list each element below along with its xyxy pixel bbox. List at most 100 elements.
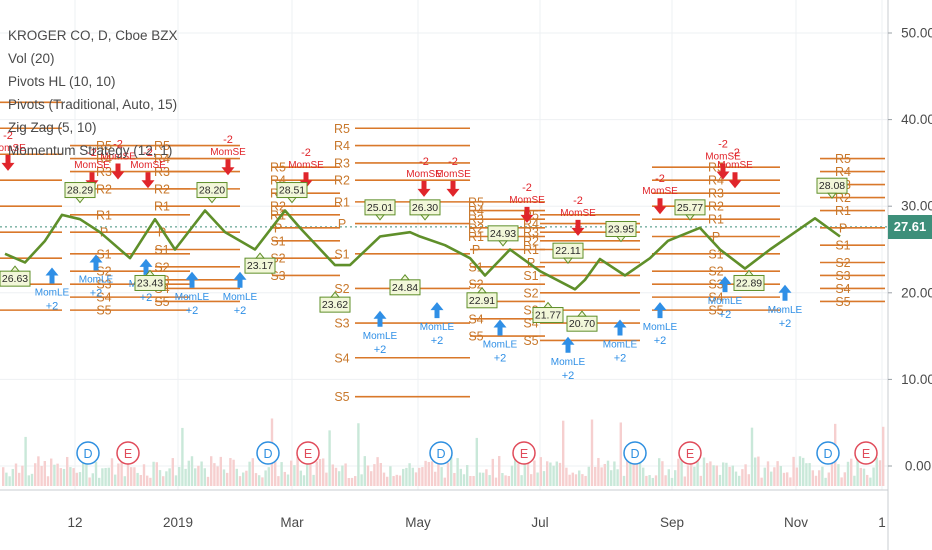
pivot-label: S1 (835, 239, 850, 253)
volume-bar (741, 469, 744, 486)
volume-bar (216, 466, 219, 486)
volume-bar (498, 456, 501, 486)
volume-bar (14, 463, 18, 486)
volume-bar (811, 470, 814, 486)
volume-bar (674, 470, 677, 486)
hl-pivot-pointer (615, 236, 627, 243)
pivot-label: P (527, 256, 535, 270)
volume-bar (731, 465, 734, 486)
volume-bar (91, 473, 94, 486)
volume-bar (165, 471, 168, 486)
hl-pivot-pointer (542, 301, 554, 309)
volume-bar (293, 465, 296, 486)
volume-bar (456, 458, 459, 486)
pivot-label: S1 (154, 243, 169, 257)
dividend-event-icon[interactable] (76, 441, 100, 465)
volume-bar (187, 460, 190, 486)
volume-bar (594, 466, 597, 486)
volume-bar (466, 465, 469, 486)
pivot-label: S2 (523, 286, 538, 300)
volume-bar (85, 461, 88, 486)
short-signal-qty: -2 (143, 147, 153, 159)
pivot-label: S4 (334, 351, 349, 365)
volume-bar (789, 477, 792, 486)
volume-bar (757, 456, 760, 486)
hl-pivot-pointer (497, 240, 509, 247)
volume-bar (488, 475, 491, 486)
earnings-event-icon[interactable] (678, 441, 702, 465)
long-signal-qty: +2 (779, 318, 792, 330)
volume-bar (421, 467, 424, 486)
price-tick-label: 50.00 (901, 26, 932, 41)
pivot-label: P (100, 226, 108, 240)
hl-pivot-pointer (254, 252, 266, 259)
volume-bar (693, 466, 696, 486)
earnings-event-icon[interactable] (854, 441, 878, 465)
long-signal-arrow (613, 319, 627, 336)
volume-bar (312, 474, 315, 486)
volume-bar (875, 457, 878, 486)
short-signal-qty: -2 (223, 134, 233, 146)
hl-pivot-value: 23.17 (247, 260, 273, 272)
time-tick-label: May (405, 515, 431, 530)
volume-bar (859, 467, 862, 486)
volume-bar (280, 462, 283, 486)
volume-bar (430, 461, 434, 486)
volume-bar (472, 476, 475, 486)
earnings-event-icon[interactable] (296, 441, 320, 465)
long-signal-qty: +2 (654, 335, 667, 347)
volume-bar (210, 456, 213, 486)
long-signal-label: MomLE (175, 292, 210, 303)
pivot-label: S2 (334, 282, 349, 296)
dividend-event-icon[interactable] (256, 441, 280, 465)
pivot-label: P (472, 243, 480, 257)
short-signal-label: MomSE (288, 160, 324, 171)
volume-bar (5, 472, 8, 486)
pivot-label: R2 (96, 182, 112, 196)
dividend-event-icon[interactable] (816, 441, 840, 465)
earnings-event-icon[interactable] (116, 441, 140, 465)
volume-bar (840, 477, 843, 486)
volume-bar (219, 456, 222, 486)
volume-bar (72, 468, 75, 486)
time-tick-label: 12 (67, 515, 82, 530)
pivot-label: R1 (835, 204, 851, 218)
volume-bar (242, 472, 245, 486)
volume-bar (53, 464, 56, 486)
volume-bar (40, 465, 43, 486)
volume-bar (590, 419, 594, 486)
dividend-event-icon[interactable] (429, 441, 453, 465)
volume-bar (747, 474, 750, 486)
event-marker-label: E (124, 447, 132, 461)
volume-bar (715, 465, 718, 486)
long-signal-qty: +2 (46, 300, 59, 312)
pivot-label: R1 (154, 200, 170, 214)
pivot-label: P (712, 230, 720, 244)
volume-bar (821, 466, 824, 486)
pivot-label: S2 (468, 278, 483, 292)
short-signal-qty: -2 (3, 130, 13, 142)
volume-bar (34, 463, 37, 486)
volume-bar (245, 470, 248, 486)
long-signal-qty: +2 (374, 344, 387, 356)
volume-bar (395, 474, 398, 486)
long-signal-arrow (778, 284, 792, 301)
event-marker-label: E (686, 447, 694, 461)
volume-bar (712, 465, 715, 486)
volume-bar (629, 460, 632, 486)
volume-bar (690, 457, 693, 486)
time-axis: 12 2019 Mar May Jul Sep Nov 1 (67, 515, 885, 530)
volume-bar (50, 458, 53, 486)
hl-pivot-pointer (476, 286, 488, 294)
volume-bar (181, 427, 184, 486)
volume-bar (526, 456, 530, 486)
hl-pivot-value: 24.93 (490, 228, 516, 240)
volume-bar (750, 427, 754, 486)
volume-bar (443, 477, 446, 486)
dividend-event-icon[interactable] (623, 441, 647, 465)
earnings-event-icon[interactable] (512, 441, 536, 465)
pivot-label: R1 (96, 208, 112, 222)
pivot-label: R3 (468, 213, 484, 227)
volume-bar (728, 466, 731, 486)
